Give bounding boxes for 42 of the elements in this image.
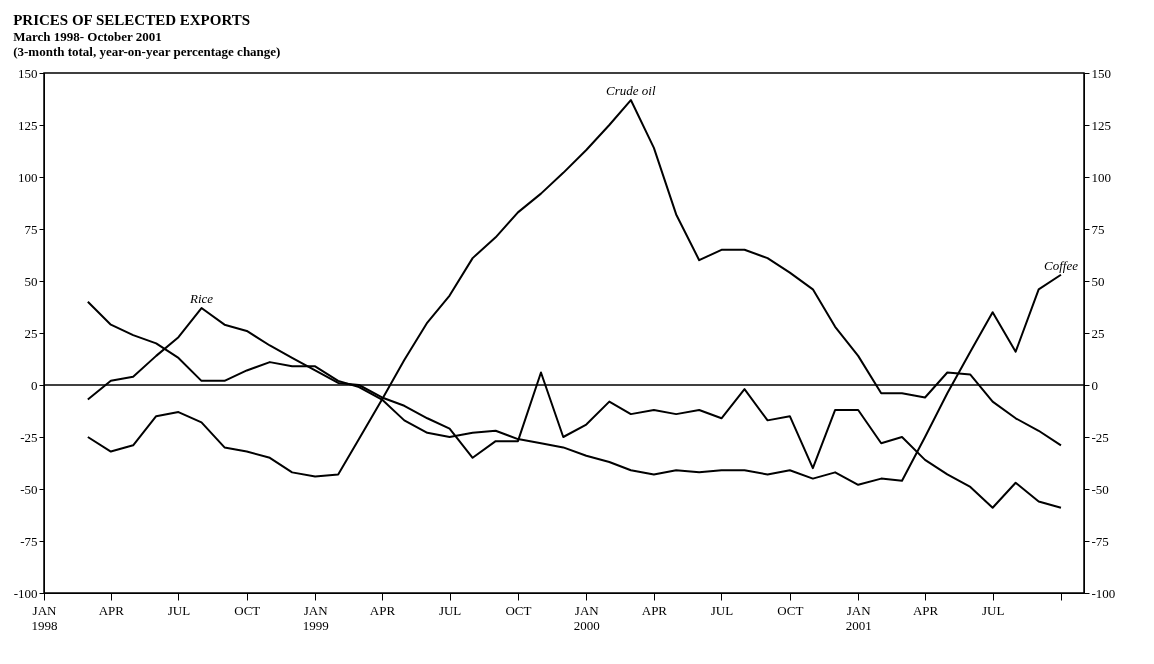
series-label: Coffee: [1044, 257, 1079, 273]
y2-tick-label: -75: [1091, 533, 1109, 549]
y-tick-label: -75: [20, 533, 38, 549]
x-tick-label: OCT: [505, 602, 532, 618]
y2-tick-label: 75: [1091, 221, 1105, 237]
x-tick-label: APR: [641, 602, 668, 618]
x-tick-label: JAN 1999: [302, 602, 329, 633]
y-tick-label: 150: [18, 65, 38, 81]
x-tick-label: APR: [98, 602, 125, 618]
x-tick-label: APR: [369, 602, 396, 618]
y2-tick-label: 50: [1091, 273, 1105, 289]
y-tick-label: 25: [24, 325, 38, 341]
chart-subtitle: March 1998- October 2001 (3-month total, year-on-year percentage change): [13, 29, 281, 59]
x-tick-label: JAN 2001: [845, 602, 872, 633]
x-tick-label: JAN 2000: [573, 602, 600, 633]
y-tick-label: 100: [18, 169, 38, 185]
y-tick-label: -25: [20, 429, 38, 445]
y2-tick-label: -50: [1091, 481, 1109, 497]
y2-tick-label: 150: [1091, 65, 1111, 81]
y2-tick-label: 0: [1091, 377, 1098, 393]
y-tick-label: -50: [20, 481, 38, 497]
x-tick-label: OCT: [234, 602, 261, 618]
y-tick-label: 0: [31, 377, 38, 393]
y-tick-label: -100: [13, 585, 38, 601]
y2-tick-label: -100: [1091, 585, 1116, 601]
series-label: Crude oil: [606, 83, 656, 99]
x-tick-label: JUL: [981, 602, 1005, 618]
x-tick-label: OCT: [777, 602, 804, 618]
y2-tick-label: -25: [1091, 429, 1109, 445]
y-tick-label: 50: [24, 273, 38, 289]
x-tick-label: JUL: [438, 602, 462, 618]
chart-title: PRICES OF SELECTED EXPORTS: [13, 12, 251, 28]
y2-tick-label: 25: [1091, 325, 1105, 341]
y-tick-label: 125: [18, 117, 38, 133]
x-tick-label: JUL: [710, 602, 734, 618]
x-tick-label: JAN 1998: [31, 602, 58, 633]
series-label: Rice: [188, 291, 214, 307]
x-tick-label: APR: [912, 602, 939, 618]
x-tick-label: JUL: [167, 602, 191, 618]
y-tick-label: 75: [24, 221, 38, 237]
y2-tick-label: 125: [1091, 117, 1111, 133]
y2-tick-label: 100: [1091, 169, 1111, 185]
